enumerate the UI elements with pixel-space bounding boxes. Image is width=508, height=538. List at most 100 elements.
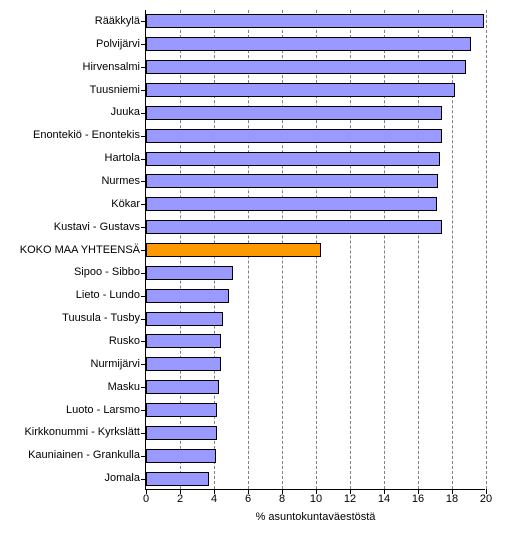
category-label: Nurmes — [101, 170, 140, 193]
bar-row: Jomala — [146, 467, 485, 490]
category-label: Hartola — [105, 147, 140, 170]
x-axis-title: % asuntokuntaväestöstä — [146, 511, 485, 523]
bar-row: Nurmijärvi — [146, 353, 485, 376]
category-label: Rääkkylä — [95, 10, 140, 33]
category-label: Rusko — [109, 330, 140, 353]
y-tick — [141, 21, 146, 22]
x-tick-label: 4 — [211, 493, 217, 505]
bar — [146, 83, 455, 97]
x-tick-label: 14 — [378, 493, 390, 505]
y-tick — [141, 159, 146, 160]
category-label: Enontekiö - Enontekis — [33, 124, 140, 147]
y-tick — [141, 433, 146, 434]
bar — [146, 403, 217, 417]
x-tick-label: 12 — [344, 493, 356, 505]
bar — [146, 312, 223, 326]
bar — [146, 106, 442, 120]
category-label: Jomala — [105, 467, 140, 490]
x-tick-label: 6 — [245, 493, 251, 505]
bar-row: KOKO MAA YHTEENSÄ — [146, 239, 485, 262]
bar-row: Juuka — [146, 101, 485, 124]
bar — [146, 289, 229, 303]
bar-row: Lieto - Lundo — [146, 284, 485, 307]
x-tick-label: 18 — [446, 493, 458, 505]
bar — [146, 357, 221, 371]
bar-row: Rääkkylä — [146, 10, 485, 33]
x-tick-label: 0 — [143, 493, 149, 505]
x-tick-label: 2 — [177, 493, 183, 505]
bar-row: Hirvensalmi — [146, 56, 485, 79]
bar-row: Kökar — [146, 193, 485, 216]
gridline — [486, 10, 487, 489]
y-tick — [141, 364, 146, 365]
y-tick — [141, 319, 146, 320]
y-tick — [141, 44, 146, 45]
bar-row: Kustavi - Gustavs — [146, 216, 485, 239]
category-label: Lieto - Lundo — [76, 284, 140, 307]
bar — [146, 129, 442, 143]
category-label: Sipoo - Sibbo — [74, 261, 140, 284]
bar-row: Sipoo - Sibbo — [146, 261, 485, 284]
y-tick — [141, 204, 146, 205]
y-tick — [141, 181, 146, 182]
category-label: Kirkkonummi - Kyrkslätt — [24, 421, 140, 444]
y-tick — [141, 113, 146, 114]
y-tick — [141, 410, 146, 411]
category-label: KOKO MAA YHTEENSÄ — [20, 239, 140, 262]
bar — [146, 426, 217, 440]
y-tick — [141, 479, 146, 480]
y-tick — [141, 296, 146, 297]
bar — [146, 152, 440, 166]
y-tick — [141, 90, 146, 91]
y-tick — [141, 456, 146, 457]
bar — [146, 266, 233, 280]
y-tick — [141, 136, 146, 137]
bar — [146, 380, 219, 394]
bar — [146, 14, 484, 28]
category-label: Nurmijärvi — [91, 353, 141, 376]
y-tick — [141, 67, 146, 68]
bar — [146, 37, 471, 51]
bar-row: Masku — [146, 376, 485, 399]
category-label: Masku — [108, 376, 140, 399]
category-label: Tuusula - Tusby — [62, 307, 140, 330]
category-label: Tuusniemi — [90, 79, 140, 102]
plot-area: RääkkyläPolvijärviHirvensalmiTuusniemiJu… — [145, 10, 485, 490]
category-label: Luoto - Larsmo — [66, 399, 140, 422]
bar-chart: RääkkyläPolvijärviHirvensalmiTuusniemiJu… — [0, 0, 508, 538]
category-label: Polvijärvi — [96, 33, 140, 56]
bar — [146, 472, 209, 486]
x-tick-label: 16 — [412, 493, 424, 505]
y-tick — [141, 227, 146, 228]
bar-row: Kauniainen - Grankulla — [146, 444, 485, 467]
bar-row: Hartola — [146, 147, 485, 170]
category-label: Kustavi - Gustavs — [54, 216, 140, 239]
bar-row: Tuusula - Tusby — [146, 307, 485, 330]
bar-row: Nurmes — [146, 170, 485, 193]
bar — [146, 174, 438, 188]
bar-row: Tuusniemi — [146, 79, 485, 102]
y-tick — [141, 250, 146, 251]
category-label: Kauniainen - Grankulla — [28, 444, 140, 467]
bar-row: Luoto - Larsmo — [146, 399, 485, 422]
category-label: Juuka — [111, 101, 140, 124]
category-label: Hirvensalmi — [83, 56, 140, 79]
bar-row: Enontekiö - Enontekis — [146, 124, 485, 147]
bar — [146, 60, 466, 74]
bar-row: Kirkkonummi - Kyrkslätt — [146, 421, 485, 444]
y-tick — [141, 341, 146, 342]
x-tick-label: 10 — [310, 493, 322, 505]
bar — [146, 197, 437, 211]
bar — [146, 449, 216, 463]
y-tick — [141, 387, 146, 388]
x-tick-label: 8 — [279, 493, 285, 505]
x-tick-label: 20 — [480, 493, 492, 505]
y-tick — [141, 273, 146, 274]
bar-row: Rusko — [146, 330, 485, 353]
bar — [146, 334, 221, 348]
bars-container: RääkkyläPolvijärviHirvensalmiTuusniemiJu… — [146, 10, 485, 489]
bar-highlight — [146, 243, 321, 257]
bar — [146, 220, 442, 234]
bar-row: Polvijärvi — [146, 33, 485, 56]
category-label: Kökar — [111, 193, 140, 216]
